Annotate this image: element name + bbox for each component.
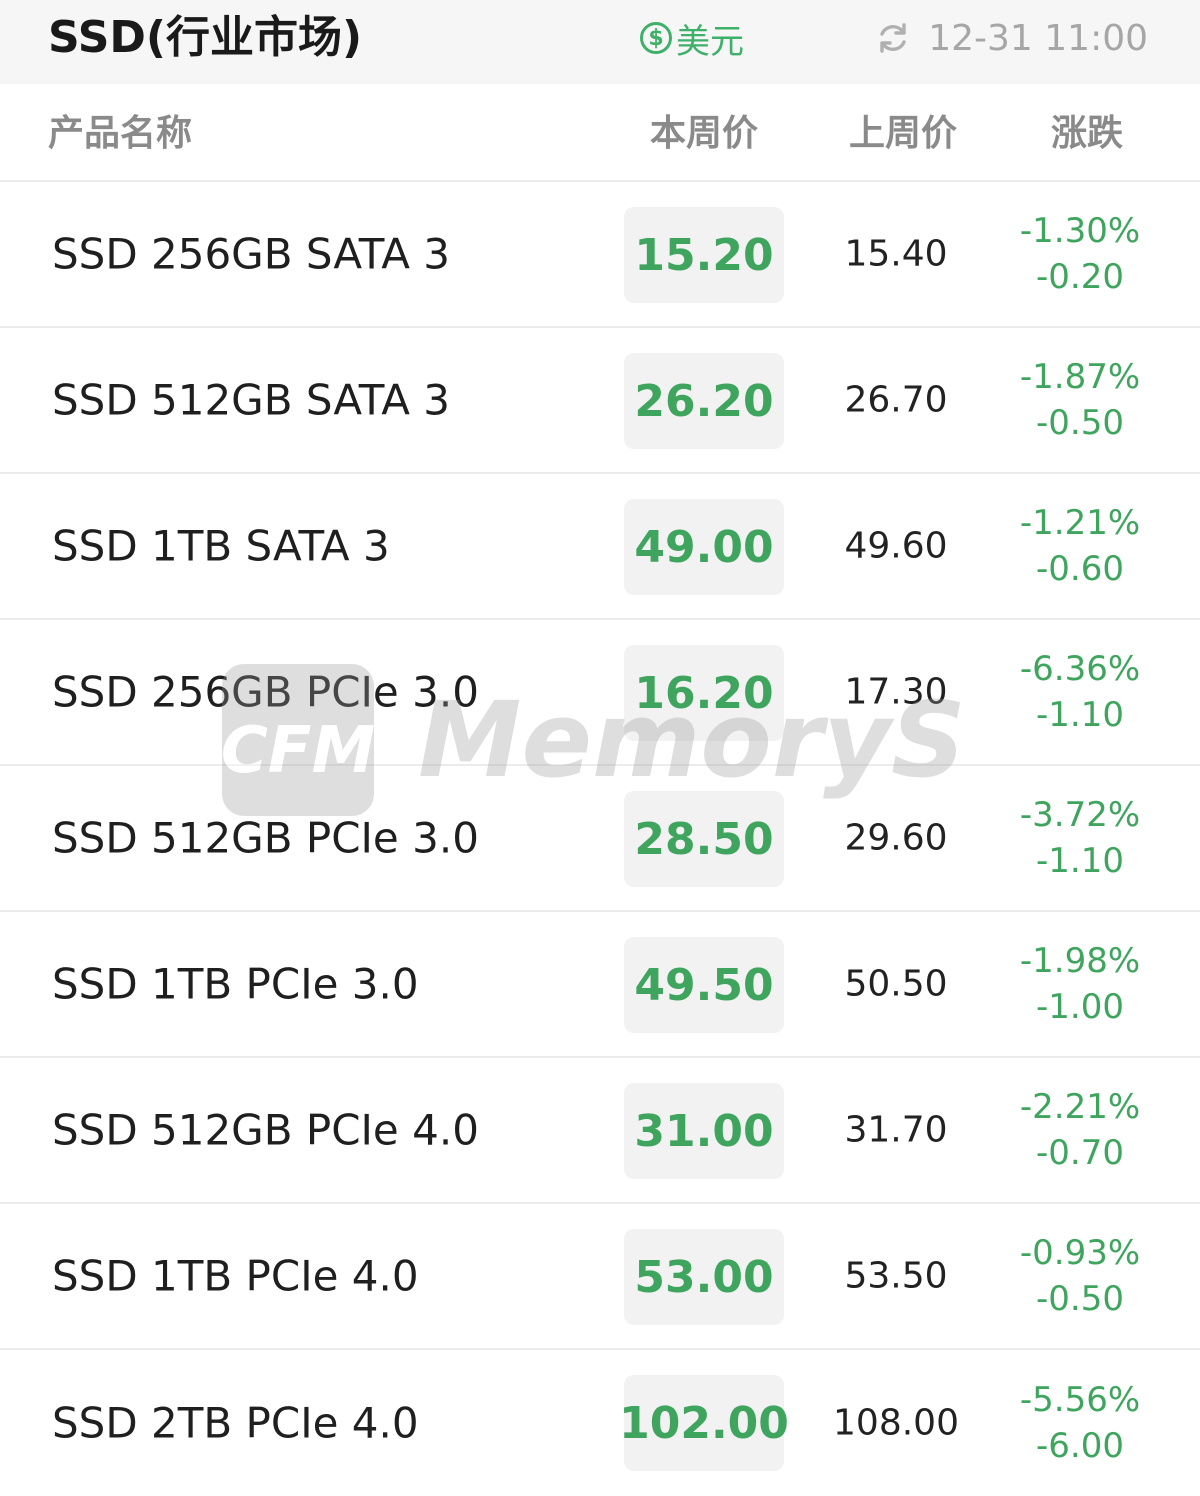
table-row[interactable]: SSD 512GB PCIe 3.0 28.50 29.60 -3.72% -1… xyxy=(0,766,1200,912)
change-amount: -6.00 xyxy=(1036,1426,1124,1466)
product-name: SSD 512GB SATA 3 xyxy=(52,375,450,425)
change-amount: -0.50 xyxy=(1036,1279,1124,1319)
change-amount: -1.10 xyxy=(1036,695,1124,735)
price-change: -1.98% -1.00 xyxy=(1020,938,1140,1030)
change-percent: -6.36% xyxy=(1019,649,1141,689)
last-week-price: 50.50 xyxy=(844,963,948,1005)
change-amount: -0.20 xyxy=(1036,257,1124,297)
change-percent: -5.56% xyxy=(1019,1380,1141,1420)
this-week-price: 31.00 xyxy=(624,1083,784,1179)
update-time: 12-31 11:00 xyxy=(876,14,1148,62)
this-week-price: 49.00 xyxy=(624,499,784,595)
product-name: SSD 512GB PCIe 4.0 xyxy=(52,1105,479,1155)
table-header: 产品名称 本周价 上周价 涨跌 xyxy=(0,84,1200,182)
refresh-icon[interactable] xyxy=(876,21,910,55)
product-name: SSD 1TB PCIe 3.0 xyxy=(52,959,419,1009)
column-header-this-week[interactable]: 本周价 xyxy=(649,113,759,154)
table-row[interactable]: SSD 512GB PCIe 4.0 31.00 31.70 -2.21% -0… xyxy=(0,1058,1200,1204)
currency-label: 美元 xyxy=(676,21,744,62)
product-name: SSD 1TB SATA 3 xyxy=(52,521,390,571)
change-percent: -0.93% xyxy=(1019,1233,1141,1273)
product-name: SSD 2TB PCIe 4.0 xyxy=(52,1398,419,1448)
last-week-price: 29.60 xyxy=(844,817,948,859)
change-amount: -0.60 xyxy=(1036,549,1124,589)
column-header-last-week[interactable]: 上周价 xyxy=(848,113,958,154)
change-percent: -3.72% xyxy=(1019,795,1141,835)
last-week-price: 15.40 xyxy=(844,233,948,275)
table-row[interactable]: SSD 2TB PCIe 4.0 102.00 108.00 -5.56% -6… xyxy=(0,1350,1200,1496)
change-amount: -1.00 xyxy=(1036,987,1124,1027)
price-change: -5.56% -6.00 xyxy=(1020,1377,1140,1469)
table-row[interactable]: SSD 512GB SATA 3 26.20 26.70 -1.87% -0.5… xyxy=(0,328,1200,474)
this-week-price: 16.20 xyxy=(624,645,784,741)
header-bar: SSD(行业市场) $ 美元 12-31 11:00 xyxy=(0,0,1200,84)
table-row[interactable]: SSD 1TB PCIe 4.0 53.00 53.50 -0.93% -0.5… xyxy=(0,1204,1200,1350)
this-week-price: 26.20 xyxy=(624,353,784,449)
table-row[interactable]: SSD 256GB SATA 3 15.20 15.40 -1.30% -0.2… xyxy=(0,182,1200,328)
this-week-price: 49.50 xyxy=(624,937,784,1033)
change-percent: -1.87% xyxy=(1019,357,1141,397)
last-week-price: 17.30 xyxy=(844,671,948,713)
change-percent: -1.98% xyxy=(1019,941,1141,981)
this-week-price: 28.50 xyxy=(624,791,784,887)
table-row[interactable]: SSD 256GB PCIe 3.0 16.20 17.30 -6.36% -1… xyxy=(0,620,1200,766)
price-change: -6.36% -1.10 xyxy=(1020,646,1140,738)
product-name: SSD 512GB PCIe 3.0 xyxy=(52,813,479,863)
this-week-price: 53.00 xyxy=(624,1229,784,1325)
price-change: -2.21% -0.70 xyxy=(1020,1084,1140,1176)
price-change: -0.93% -0.50 xyxy=(1020,1230,1140,1322)
column-header-change[interactable]: 涨跌 xyxy=(1050,113,1124,154)
change-amount: -1.10 xyxy=(1036,841,1124,881)
this-week-price: 102.00 xyxy=(619,1375,789,1471)
price-change: -1.87% -0.50 xyxy=(1020,354,1140,446)
column-header-name[interactable]: 产品名称 xyxy=(48,113,193,154)
price-table: SSD 256GB SATA 3 15.20 15.40 -1.30% -0.2… xyxy=(0,182,1200,1496)
last-week-price: 49.60 xyxy=(844,525,948,567)
dollar-circle-icon: $ xyxy=(640,22,672,54)
currency-toggle[interactable]: $ 美元 xyxy=(640,14,744,62)
price-change: -1.30% -0.20 xyxy=(1020,208,1140,300)
table-row[interactable]: SSD 1TB PCIe 3.0 49.50 50.50 -1.98% -1.0… xyxy=(0,912,1200,1058)
table-row[interactable]: SSD 1TB SATA 3 49.00 49.60 -1.21% -0.60 xyxy=(0,474,1200,620)
last-week-price: 31.70 xyxy=(844,1109,948,1151)
last-week-price: 108.00 xyxy=(833,1402,959,1444)
change-percent: -2.21% xyxy=(1019,1087,1141,1127)
change-amount: -0.50 xyxy=(1036,403,1124,443)
price-change: -1.21% -0.60 xyxy=(1020,500,1140,592)
last-week-price: 53.50 xyxy=(844,1255,948,1297)
change-amount: -0.70 xyxy=(1036,1133,1124,1173)
product-name: SSD 1TB PCIe 4.0 xyxy=(52,1251,419,1301)
timestamp: 12-31 11:00 xyxy=(928,17,1148,59)
page-title: SSD(行业市场) xyxy=(48,12,363,63)
product-name: SSD 256GB SATA 3 xyxy=(52,229,450,279)
last-week-price: 26.70 xyxy=(844,379,948,421)
change-percent: -1.30% xyxy=(1019,211,1141,251)
this-week-price: 15.20 xyxy=(624,207,784,303)
price-change: -3.72% -1.10 xyxy=(1020,792,1140,884)
change-percent: -1.21% xyxy=(1019,503,1141,543)
product-name: SSD 256GB PCIe 3.0 xyxy=(52,667,479,717)
